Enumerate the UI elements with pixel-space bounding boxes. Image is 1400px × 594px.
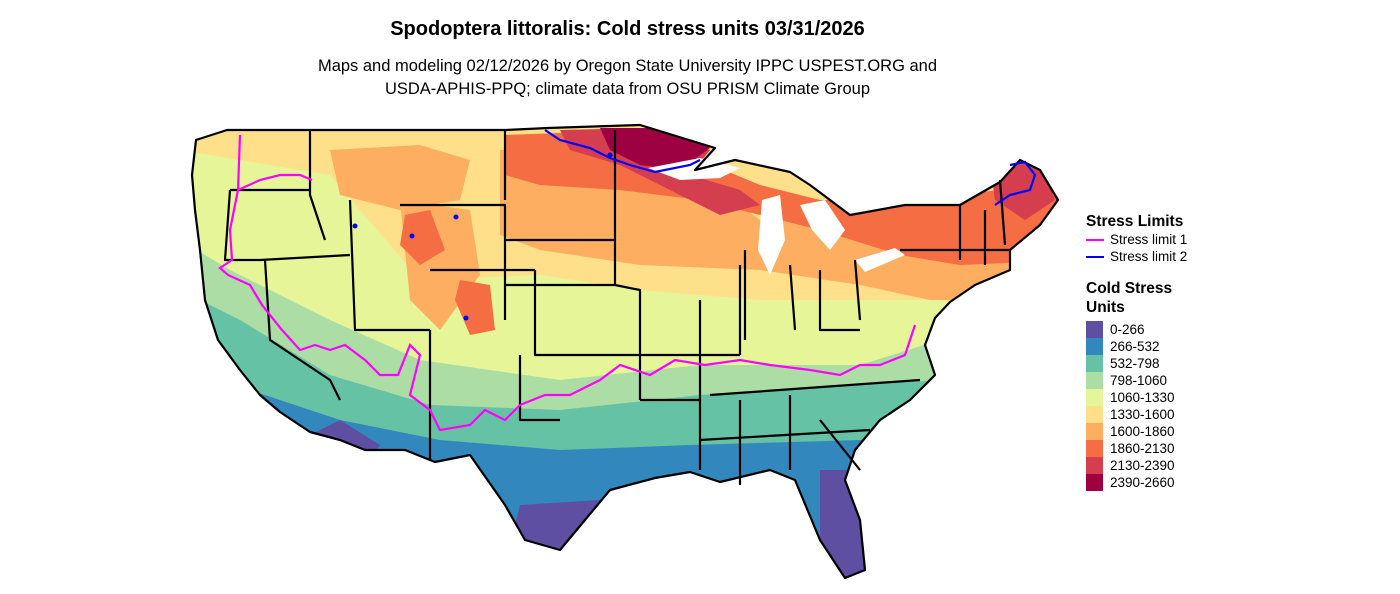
swatch-4 xyxy=(1086,389,1103,406)
cold-key-8: 2130-2390 xyxy=(1086,457,1236,474)
cold-key-label-8: 2130-2390 xyxy=(1110,458,1175,473)
cold-key-label-7: 1860-2130 xyxy=(1110,441,1175,456)
swatch-2 xyxy=(1086,355,1103,372)
subtitle-line-2: USDA-APHIS-PPQ; climate data from OSU PR… xyxy=(384,80,871,98)
cold-key-label-2: 532-798 xyxy=(1110,356,1160,371)
band-0-266 xyxy=(300,420,870,578)
cold-key-7: 1860-2130 xyxy=(1086,440,1236,457)
stress-limit-1-north xyxy=(237,173,313,192)
cold-key-label-0: 0-266 xyxy=(1110,322,1145,337)
state-borders xyxy=(190,123,1060,580)
swatch-1 xyxy=(1086,338,1103,355)
cold-key-5: 1330-1600 xyxy=(1086,406,1236,423)
stress-limit-1-label: Stress limit 1 xyxy=(1110,232,1188,247)
lake-michigan xyxy=(758,195,785,275)
map-title: Spodoptera littoralis: Cold stress units… xyxy=(390,18,865,40)
cold-key-label-9: 2390-2660 xyxy=(1110,475,1175,490)
mountain-hotspots xyxy=(400,210,495,335)
legend: Stress Limits Stress limit 1 Stress limi… xyxy=(1086,212,1236,491)
cold-key-9: 2390-2660 xyxy=(1086,474,1236,491)
swatch-3 xyxy=(1086,372,1103,389)
lake-erie xyxy=(855,248,905,272)
swatch-5 xyxy=(1086,406,1103,423)
cold-key-label-6: 1600-1860 xyxy=(1110,424,1175,439)
cold-key-label-4: 1060-1330 xyxy=(1110,390,1175,405)
swatch-6 xyxy=(1086,423,1103,440)
cold-key-4: 1060-1330 xyxy=(1086,389,1236,406)
magenta-line-swatch xyxy=(1086,238,1104,241)
stress-limit-2-spots xyxy=(352,152,613,321)
swatch-7 xyxy=(1086,440,1103,457)
cold-key-label-5: 1330-1600 xyxy=(1110,407,1175,422)
subtitle-line-1: Maps and modeling 02/12/2026 by Oregon S… xyxy=(317,57,938,75)
stress-limits-title: Stress Limits xyxy=(1086,213,1184,230)
swatch-9 xyxy=(1086,474,1103,491)
stress-limit-2-key: Stress limit 2 xyxy=(1086,248,1236,265)
stress-limit-2-line xyxy=(544,129,1037,206)
cold-key-label-1: 266-532 xyxy=(1110,339,1160,354)
map-subtitle: Maps and modeling 02/12/2026 by Oregon S… xyxy=(0,55,1255,101)
cold-key-3: 798-1060 xyxy=(1086,372,1236,389)
cold-key-label-3: 798-1060 xyxy=(1110,373,1168,388)
blue-line-swatch xyxy=(1086,255,1104,258)
cold-key-2: 532-798 xyxy=(1086,355,1236,372)
cold-key-6: 1600-1860 xyxy=(1086,423,1236,440)
stress-limit-1-key: Stress limit 1 xyxy=(1086,231,1236,248)
swatch-0 xyxy=(1086,321,1103,338)
cold-stress-title: Cold Stress Units xyxy=(1086,280,1173,316)
lake-huron xyxy=(800,200,845,250)
stress-limit-1-line xyxy=(218,134,917,432)
swatch-8 xyxy=(1086,457,1103,474)
cold-key-1: 266-532 xyxy=(1086,338,1236,355)
cold-key-0: 0-266 xyxy=(1086,321,1236,338)
stress-limit-2-label: Stress limit 2 xyxy=(1110,249,1188,264)
